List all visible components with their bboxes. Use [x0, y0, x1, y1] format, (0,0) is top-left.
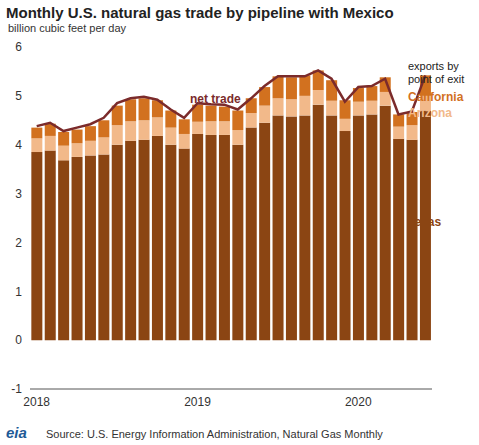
svg-text:2019: 2019 — [184, 395, 211, 409]
svg-text:-1: -1 — [11, 382, 22, 396]
svg-text:5: 5 — [15, 89, 22, 103]
svg-text:3: 3 — [15, 187, 22, 201]
svg-text:2018: 2018 — [23, 395, 50, 409]
svg-text:6: 6 — [15, 40, 22, 54]
html-text:California: California — [408, 90, 464, 104]
svg-text:1: 1 — [15, 285, 22, 299]
svg-text:0: 0 — [15, 333, 22, 347]
svg-text:2: 2 — [15, 236, 22, 250]
html-text:Source: U.S. Energy Informatio: Source: U.S. Energy Information Administ… — [46, 428, 383, 440]
html-text:eia: eia — [6, 424, 27, 441]
html-text:exports by point of exit: exports by point of exit — [408, 60, 465, 85]
html-text:Arizona: Arizona — [408, 106, 452, 120]
html-text:Monthly U.S. natural gas trade: Monthly U.S. natural gas trade by pipeli… — [6, 4, 394, 21]
svg-text:2020: 2020 — [345, 395, 372, 409]
svg-text:4: 4 — [15, 138, 22, 152]
html-text:net trade: net trade — [190, 92, 241, 106]
html-text:billion cubic feet per day: billion cubic feet per day — [8, 22, 126, 34]
html-text:Texas: Texas — [408, 215, 442, 229]
